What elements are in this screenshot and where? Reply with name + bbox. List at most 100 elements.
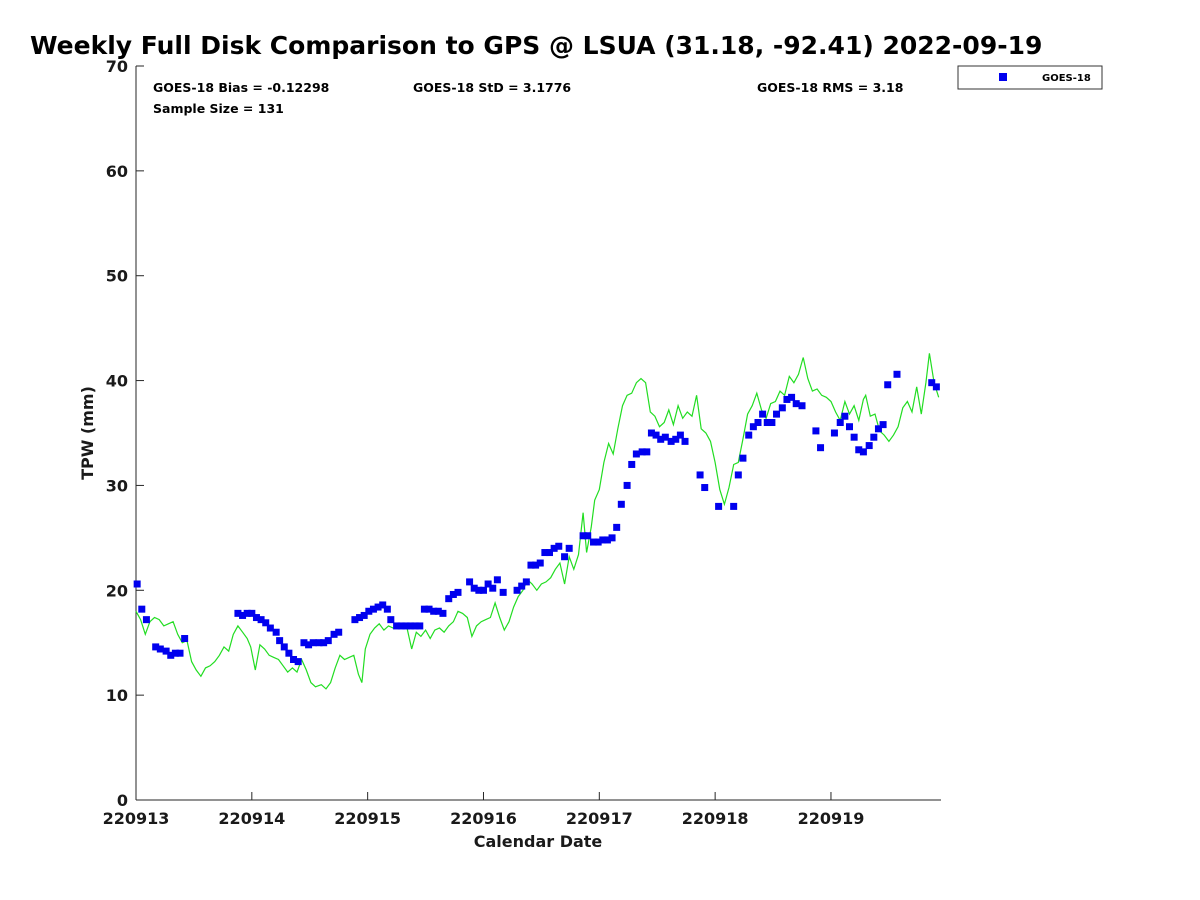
goes18-point	[285, 649, 293, 657]
goes18-point	[360, 611, 368, 619]
goes18-point	[369, 605, 377, 613]
goes18-point	[365, 607, 373, 615]
goes18-point	[546, 549, 554, 557]
goes18-point	[792, 400, 800, 408]
goes18-point	[555, 542, 563, 550]
y-tick-label: 60	[106, 162, 128, 181]
goes18-point	[309, 639, 317, 647]
goes18-point	[667, 437, 675, 445]
goes18-point	[565, 544, 573, 552]
y-tick-label: 40	[106, 372, 128, 391]
goes18-point	[133, 580, 141, 588]
goes18-point	[865, 442, 873, 450]
goes18-point	[603, 536, 611, 544]
goes18-point	[272, 628, 280, 636]
goes18-point	[599, 536, 607, 544]
goes18-point	[628, 460, 636, 468]
goes18-point	[351, 616, 359, 624]
y-tick-label: 50	[106, 267, 128, 286]
legend: GOES-18	[957, 65, 1103, 90]
goes18-point	[739, 454, 747, 462]
goes18-point	[171, 649, 179, 657]
goes18-point	[252, 614, 260, 622]
goes18-point	[759, 410, 767, 418]
goes18-point	[266, 624, 274, 632]
x-tick-label: 220914	[218, 809, 285, 828]
goes18-point	[836, 419, 844, 427]
x-axis-label: Calendar Date	[474, 832, 603, 851]
x-tick-label: 220916	[450, 809, 517, 828]
x-tick-label: 220913	[103, 809, 170, 828]
goes18-point	[305, 641, 313, 649]
goes18-point	[647, 429, 655, 437]
goes18-point	[768, 419, 776, 427]
goes18-point	[156, 645, 164, 653]
goes18-point	[773, 410, 781, 418]
goes18-point	[672, 435, 680, 443]
goes18-point	[893, 370, 901, 378]
legend-box	[957, 65, 1103, 90]
goes18-point	[470, 584, 478, 592]
goes18-point	[932, 383, 940, 391]
goes18-point	[445, 595, 453, 603]
goes18-point	[638, 448, 646, 456]
goes18-point	[536, 559, 544, 567]
goes18-point	[584, 532, 592, 540]
goes18-point	[676, 431, 684, 439]
goes18-point	[513, 586, 521, 594]
goes18-point	[439, 609, 447, 617]
goes18-point	[715, 502, 723, 510]
goes18-point	[734, 471, 742, 479]
goes18-point	[393, 622, 401, 630]
goes18-point	[874, 425, 882, 433]
goes18-point	[489, 584, 497, 592]
goes18-point	[730, 502, 738, 510]
goes18-point	[374, 603, 382, 611]
x-tick-label: 220918	[682, 809, 749, 828]
goes18-point	[430, 607, 438, 615]
legend-marker-goes18	[999, 73, 1007, 81]
goes18-point	[879, 421, 887, 429]
goes18-point	[841, 412, 849, 420]
x-tick-label: 220915	[334, 809, 401, 828]
goes18-point	[176, 649, 184, 657]
goes18-point	[262, 619, 270, 627]
goes18-point	[696, 471, 704, 479]
goes18-point	[763, 419, 771, 427]
goes18-point	[280, 643, 288, 651]
goes18-point	[484, 580, 492, 588]
goes18-point	[248, 609, 256, 617]
goes18-point	[518, 582, 526, 590]
x-tick-label: 220919	[798, 809, 865, 828]
goes18-point	[383, 605, 391, 613]
y-tick-label: 10	[106, 686, 128, 705]
goes18-point	[300, 639, 308, 647]
goes18-point	[493, 576, 501, 584]
goes18-point	[579, 532, 587, 540]
goes18-point	[594, 538, 602, 546]
goes18-point	[812, 427, 820, 435]
goes18-point	[324, 637, 332, 645]
goes18-point	[320, 639, 328, 647]
goes18-point	[550, 544, 558, 552]
legend-label-goes18: GOES-18	[1042, 73, 1091, 84]
goes18-point	[859, 448, 867, 456]
goes18-point	[397, 622, 405, 630]
goes18-point	[499, 588, 507, 596]
goes18-point	[532, 561, 540, 569]
goes18-point	[276, 637, 284, 645]
goes18-point	[623, 481, 631, 489]
goes18-point	[152, 643, 160, 651]
goes18-point	[754, 419, 762, 427]
goes18-point	[928, 379, 936, 387]
goes18-point	[479, 586, 487, 594]
goes18-point	[162, 647, 170, 655]
goes18-point	[475, 586, 483, 594]
std-stat: GOES-18 StD = 3.1776	[413, 80, 571, 95]
sample-size-stat: Sample Size = 131	[153, 101, 284, 116]
goes18-point	[407, 622, 415, 630]
goes18-point	[167, 651, 175, 659]
goes18-point	[335, 628, 343, 636]
goes18-point	[855, 446, 863, 454]
y-tick-label: 0	[117, 791, 128, 810]
